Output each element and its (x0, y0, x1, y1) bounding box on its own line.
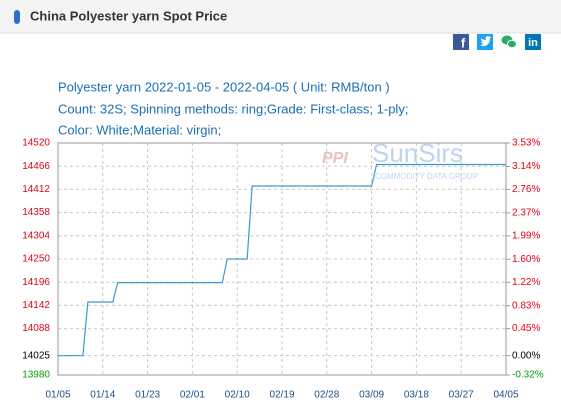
page-title: China Polyester yarn Spot Price (30, 8, 227, 23)
chart-subtitle: Polyester yarn 2022-01-05 - 2022-04-05 (… (58, 79, 390, 94)
watermark-tagline: COMMODITY DATA GROUP (375, 172, 478, 181)
x-tick-label: 01/14 (90, 390, 115, 401)
y-tick-label: 14412 (22, 184, 50, 195)
y2-tick-label: 2.37% (512, 208, 540, 219)
y-tick-label: 14358 (22, 207, 50, 218)
share-label: in (528, 37, 538, 49)
x-tick-label: 02/28 (314, 390, 339, 401)
y-tick-label: 14466 (22, 161, 50, 172)
share-facebook[interactable]: f (453, 34, 469, 50)
x-tick-label: 01/23 (135, 390, 160, 401)
plot: 14520 14466 14412 14358 14304 14250 14196 14142… (22, 138, 544, 401)
y2-tick-label: 1.22% (512, 277, 540, 288)
x-tick-label: 03/09 (359, 390, 384, 401)
y2-tick-label: 0.00% (512, 350, 540, 361)
header-icon (14, 10, 20, 24)
y-tick-label: 14025 (22, 350, 50, 361)
x-tick-label: 04/05 (493, 390, 518, 401)
plot-frame (57, 142, 507, 376)
svg-text:PPI: PPI (322, 150, 348, 167)
share-twitter[interactable] (477, 34, 493, 50)
y-tick-label: 14088 (22, 323, 50, 334)
y2-tick-label: 0.45% (512, 323, 540, 334)
y2-tick-label: -0.32% (512, 370, 544, 381)
x-tick-label: 02/10 (225, 390, 250, 401)
x-tick-label: 03/27 (449, 390, 474, 401)
watermark: PPI SunSirs COMMODITY DATA GROUP (322, 138, 478, 181)
y-tick-label: 14196 (22, 277, 50, 288)
data-line (58, 163, 506, 357)
header-bar (0, 0, 561, 33)
chart-subtitle: Color: White;Material: virgin; (58, 122, 221, 137)
y-tick-label: 14142 (22, 300, 50, 311)
watermark-name: SunSirs (372, 138, 463, 168)
y2-tick-label: 3.53% (512, 138, 540, 149)
y-tick-label: 14520 (22, 138, 50, 149)
x-tick-label: 03/18 (404, 390, 429, 401)
x-tick-label: 02/01 (180, 390, 205, 401)
y-tick-label: 13980 (22, 370, 50, 381)
share-label: f (461, 35, 466, 50)
x-tick-label: 02/19 (269, 390, 294, 401)
y2-tick-label: 3.14% (512, 161, 540, 172)
y-tick-label: 14304 (22, 230, 50, 241)
y2-tick-label: 1.99% (512, 230, 540, 241)
y2-tick-label: 0.83% (512, 300, 540, 311)
share-linkedin[interactable]: in (525, 34, 541, 50)
share-wechat[interactable] (501, 34, 517, 50)
y-tick-label: 14250 (22, 254, 50, 265)
y2-tick-label: 2.76% (512, 184, 540, 195)
y2-tick-label: 1.60% (512, 254, 540, 265)
x-tick-label: 01/05 (45, 390, 70, 401)
chart-subtitle: Count: 32S; Spinning methods: ring;Grade… (58, 101, 408, 116)
